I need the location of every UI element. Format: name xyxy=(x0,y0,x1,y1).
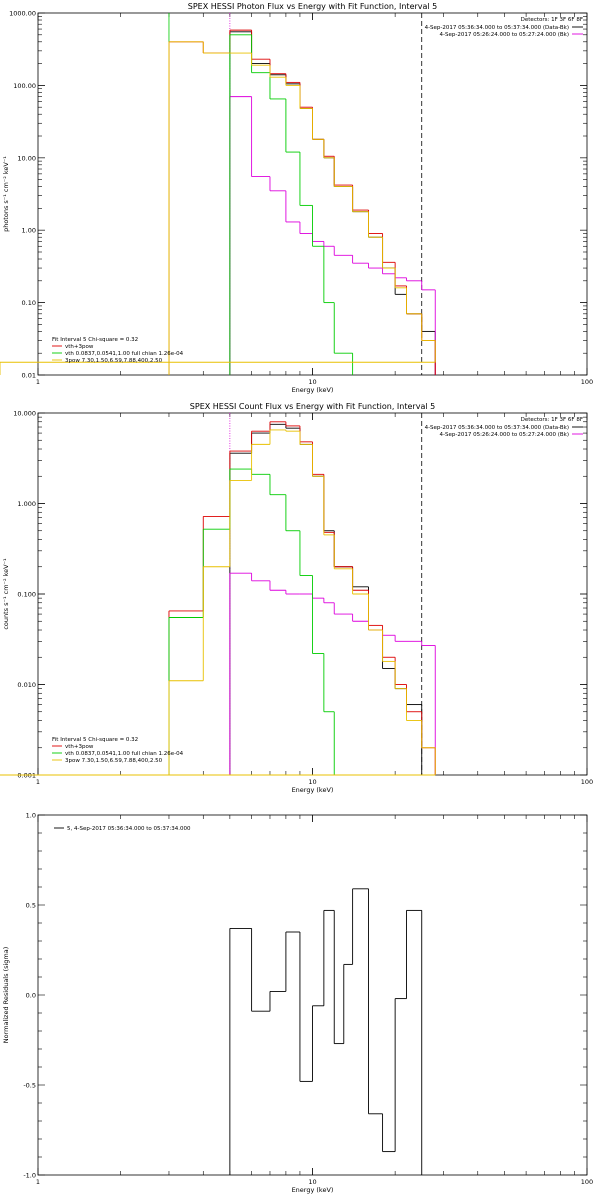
chart-title: SPEX HESSI Count Flux vs Energy with Fit… xyxy=(190,402,435,411)
y-axis-label: counts s⁻¹ cm⁻² keV⁻¹ xyxy=(2,558,10,630)
series-5 xyxy=(229,888,423,1175)
y-axis-ticks xyxy=(38,814,587,1176)
y-tick-label: 0.10 xyxy=(22,299,36,307)
chart-3: 1 10 100 Energy (keV) 1.0 0.5 0.0 -0.5 -1.0 Norma… xyxy=(2,812,593,1195)
header-bk-interval: 4-Sep-2017 05:26:24.000 to 05:27:24.000 … xyxy=(440,432,570,438)
header-detectors: Detectors: 1F 3F 6F 8F xyxy=(521,417,583,423)
series-bk xyxy=(229,572,436,775)
y-tick-label: 0.010 xyxy=(17,681,36,689)
legend-entry: 5, 4-Sep-2017 05:36:34.000 to 05:37:34.0… xyxy=(67,826,191,832)
y-tick-label: 0.5 xyxy=(26,902,36,910)
series-vth-3pow xyxy=(168,421,436,775)
x-axis-label: Energy (keV) xyxy=(292,786,334,794)
legend: Fit Interval 5 Chi-square = 0.32vth+3pow… xyxy=(52,737,184,764)
y-tick-label: 0.001 xyxy=(17,772,36,780)
legend: Fit Interval 5 Chi-square = 0.32vth+3pow… xyxy=(52,337,184,364)
x-tick-label: 1 xyxy=(36,778,40,786)
legend: 5, 4-Sep-2017 05:36:34.000 to 05:37:34.0… xyxy=(54,826,191,832)
x-axis-ticks xyxy=(37,13,588,375)
x-tick-label: 10 xyxy=(308,778,316,786)
x-tick-label: 100 xyxy=(581,1178,593,1186)
legend-title: Fit Interval 5 Chi-square = 0.32 xyxy=(52,737,138,743)
x-tick-label: 10 xyxy=(308,1178,316,1186)
x-tick-label: 100 xyxy=(581,378,593,386)
legend-entry: vth 0.0837,0.0541,1.00 full chian 1.26e-… xyxy=(65,751,184,757)
y-tick-label: 0.01 xyxy=(22,372,36,380)
plot-frame xyxy=(37,814,588,1176)
header-detectors: Detectors: 1F 3F 6F 8F xyxy=(521,17,583,23)
series-3pow xyxy=(0,41,436,375)
chart-2: SPEX HESSI Count Flux vs Energy with Fit… xyxy=(0,402,593,794)
y-tick-label: 1000.00 xyxy=(9,10,36,18)
legend-entry: 3pow 7.30,1.50,6.59,7.88,400,2.50 xyxy=(65,358,163,364)
y-axis-label: photons s⁻¹ cm⁻² keV⁻¹ xyxy=(2,156,10,232)
plot-frame xyxy=(37,12,588,376)
y-tick-label: 1.000 xyxy=(17,500,36,508)
series-vth xyxy=(229,34,354,375)
series-3pow xyxy=(0,429,436,776)
legend-entry: vth+3pow xyxy=(65,744,94,750)
y-tick-label: -0.5 xyxy=(23,1082,36,1090)
x-axis-ticks xyxy=(37,815,588,1175)
y-tick-label: 100.00 xyxy=(13,82,36,90)
x-tick-label: 10 xyxy=(308,378,316,386)
legend-entry: vth 0.0837,0.0541,1.00 full chian 1.26e-… xyxy=(65,351,184,357)
y-tick-label: 10.000 xyxy=(13,410,36,418)
y-tick-label: 0.0 xyxy=(26,992,36,1000)
y-tick-label: 0.100 xyxy=(17,591,36,599)
legend-title: Fit Interval 5 Chi-square = 0.32 xyxy=(52,337,138,343)
y-axis-label: Normalized Residuals (sigma) xyxy=(2,947,10,1044)
legend-entry: 3pow 7.30,1.50,6.59,7.88,400,2.50 xyxy=(65,758,163,764)
chart-1: SPEX HESSI Photon Flux vs Energy with Fi… xyxy=(0,2,593,394)
x-axis-label: Energy (keV) xyxy=(292,386,334,394)
header-data-interval: 4-Sep-2017 05:36:34.000 to 05:37:34.000 … xyxy=(425,425,569,431)
x-axis-label: Energy (keV) xyxy=(292,1186,334,1194)
x-tick-label: 100 xyxy=(581,778,593,786)
x-tick-label: 1 xyxy=(36,1178,40,1186)
series-vth-3pow xyxy=(168,29,436,375)
y-tick-label: 1.00 xyxy=(22,227,36,235)
x-axis-ticks xyxy=(37,413,588,775)
header-bk-interval: 4-Sep-2017 05:26:24.000 to 05:27:24.000 … xyxy=(440,32,570,38)
series-data-bk xyxy=(229,31,436,375)
y-tick-label: -1.0 xyxy=(23,1172,36,1180)
chart-title: SPEX HESSI Photon Flux vs Energy with Fi… xyxy=(188,2,438,11)
y-tick-label: 1.0 xyxy=(26,812,36,820)
y-axis-ticks xyxy=(38,12,587,376)
series-data-bk xyxy=(229,423,423,775)
series-bk xyxy=(229,96,436,375)
y-tick-label: 10.00 xyxy=(17,154,36,162)
series-vth xyxy=(168,468,353,776)
legend-entry: vth+3pow xyxy=(65,344,94,350)
x-tick-label: 1 xyxy=(36,378,40,386)
header-data-interval: 4-Sep-2017 05:36:34.000 to 05:37:34.000 … xyxy=(425,25,569,31)
